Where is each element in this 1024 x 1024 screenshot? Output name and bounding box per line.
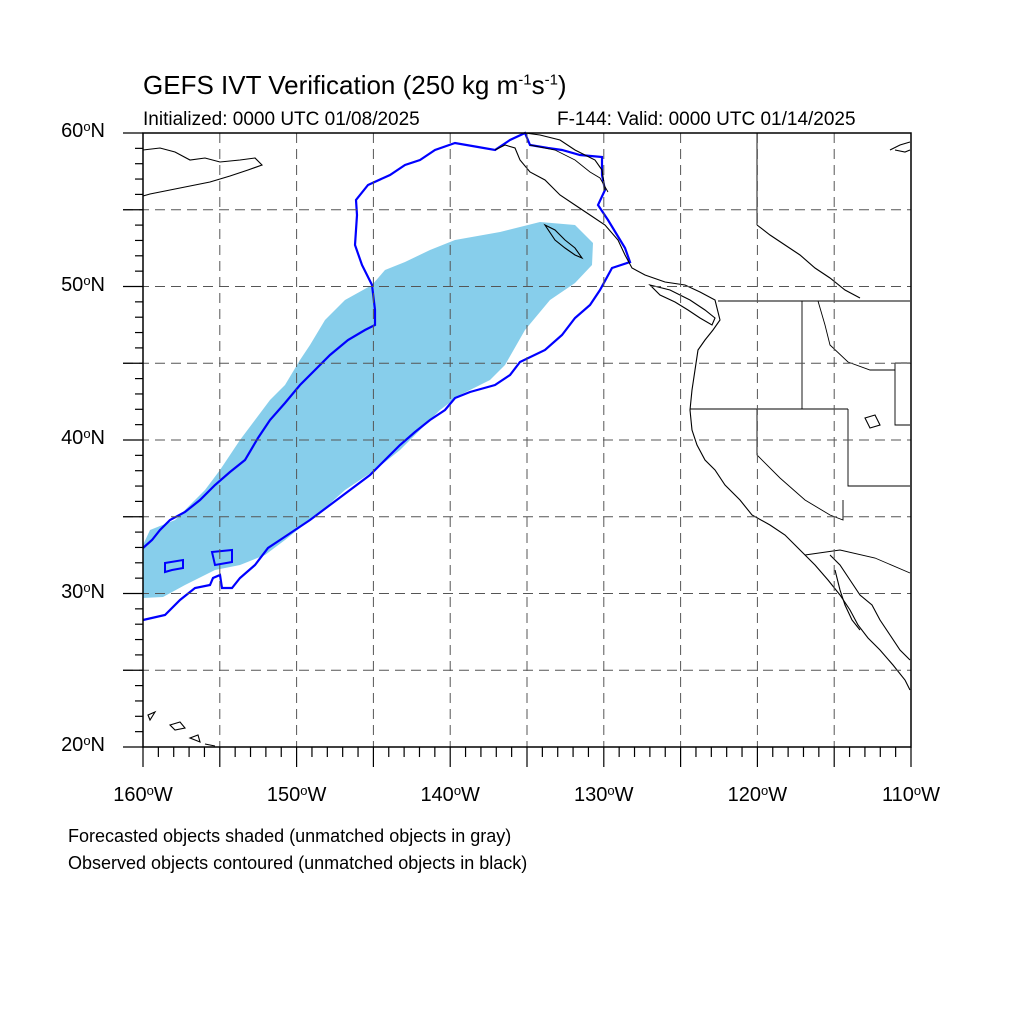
lat-label-hemisphere: N (90, 427, 105, 449)
lon-label: 140oW (400, 783, 500, 807)
lat-label-number: 60 (61, 120, 84, 142)
observed-note: Observed objects contoured (unmatched ob… (68, 853, 528, 873)
lat-label-number: 40 (61, 427, 84, 449)
lat-label-number: 30 (61, 580, 84, 603)
map-frame-group (123, 131, 912, 767)
lon-label: 150oW (247, 783, 347, 807)
degree-symbol: o (146, 783, 154, 798)
lat-label: 60oN (35, 119, 105, 143)
lat-label-number: 20 (61, 734, 84, 756)
lat-label: 40oN (35, 426, 105, 450)
degree-symbol: o (83, 272, 91, 288)
political-borders (529, 133, 911, 574)
lon-label: 160oW (93, 783, 193, 807)
lat-label: 20oN (35, 733, 105, 757)
lat-label-hemisphere: N (90, 273, 105, 296)
lon-label-hemisphere: W (153, 784, 173, 806)
axis-ticks (123, 132, 912, 767)
lon-label: 110oW (861, 783, 961, 807)
graticule (123, 133, 911, 747)
observed-small-contour-2 (210, 548, 233, 567)
lat-label: 30oN (35, 579, 105, 604)
degree-symbol: o (83, 733, 91, 748)
lat-label-hemisphere: N (90, 734, 105, 756)
lon-label: 130oW (554, 783, 654, 807)
degree-symbol: o (83, 426, 91, 441)
degree-symbol: o (453, 783, 462, 798)
lon-label-number: 120 (727, 784, 762, 806)
lon-label-number: 110 (881, 784, 914, 806)
degree-symbol: o (83, 119, 91, 134)
degree-symbol: o (300, 783, 308, 798)
lon-label-number: 150 (266, 784, 301, 806)
lon-label-number: 130 (574, 784, 608, 806)
lat-label: 50oN (35, 272, 105, 297)
lon-label-number: 140 (420, 784, 454, 806)
valid-time: F-144: Valid: 0000 UTC 01/14/2025 (557, 109, 856, 130)
lat-label-hemisphere: N (90, 120, 105, 142)
observed-small-contour (164, 558, 184, 574)
lat-label-number: 50 (61, 273, 84, 296)
observed-ivt-contour (142, 131, 632, 622)
initialized-time: Initialized: 0000 UTC 01/08/2025 (143, 109, 420, 130)
lat-label-hemisphere: N (90, 580, 105, 603)
coastlines (142, 132, 911, 747)
forecast-note: Forecasted objects shaded (unmatched obj… (68, 826, 512, 846)
map-border (142, 132, 912, 748)
lon-label-hemisphere: W (307, 784, 327, 806)
lon-label: 120oW (707, 783, 807, 807)
degree-symbol: o (83, 579, 91, 595)
degree-symbol: o (913, 783, 922, 798)
lon-label-hemisphere: W (614, 784, 634, 806)
lon-label-hemisphere: W (768, 784, 788, 806)
lon-label-hemisphere: W (461, 784, 480, 806)
lon-label-number: 160 (113, 784, 147, 806)
forecast-ivt-object (143, 222, 593, 598)
degree-symbol: o (761, 783, 769, 798)
map-title: GEFS IVT Verification (250 kg m-1s-1) (143, 70, 567, 100)
lon-label-hemisphere: W (921, 784, 940, 806)
degree-symbol: o (607, 783, 615, 798)
